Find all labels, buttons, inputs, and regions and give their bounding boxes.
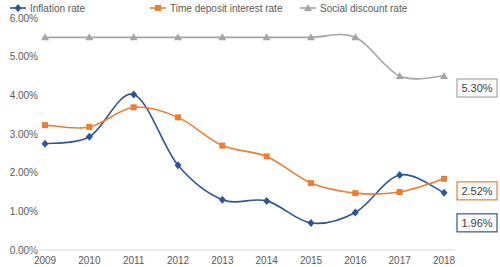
point-marker — [131, 104, 137, 110]
point-marker — [440, 72, 448, 79]
point-marker — [397, 189, 403, 195]
annotation-box — [457, 79, 497, 97]
point-marker — [86, 124, 92, 130]
point-marker — [263, 197, 270, 205]
legend-label: Social discount rate — [320, 3, 408, 14]
y-tick-label: 6.00% — [10, 13, 38, 24]
point-marker — [86, 133, 93, 141]
point-marker — [85, 33, 93, 40]
x-tick-label: 2015 — [300, 255, 323, 266]
point-marker — [41, 33, 49, 40]
x-tick-label: 2018 — [433, 255, 456, 266]
point-marker — [441, 189, 448, 197]
legend-marker — [304, 4, 312, 11]
y-tick-label: 4.00% — [10, 90, 38, 101]
annotation-text: 1.96% — [461, 217, 492, 229]
series-line — [45, 34, 444, 78]
series-line — [45, 107, 444, 194]
series-line — [45, 94, 444, 223]
x-tick-label: 2017 — [389, 255, 412, 266]
point-marker — [308, 219, 315, 227]
annotation-box — [457, 182, 497, 200]
legend-marker — [15, 4, 22, 12]
legend-label: Time deposit interest rate — [170, 3, 283, 14]
legend-label: Inflation rate — [30, 3, 85, 14]
plot-area — [41, 33, 448, 227]
point-marker — [264, 153, 270, 159]
x-tick-label: 2010 — [78, 255, 101, 266]
point-marker — [174, 33, 182, 40]
point-marker — [396, 171, 403, 179]
point-marker — [441, 176, 447, 182]
point-marker — [42, 140, 49, 148]
point-marker — [219, 196, 226, 204]
point-marker — [352, 190, 358, 196]
point-marker — [263, 33, 271, 40]
point-marker — [175, 161, 182, 169]
legend-marker — [155, 5, 161, 11]
y-tick-label: 2.00% — [10, 167, 38, 178]
point-marker — [175, 114, 181, 120]
point-marker — [42, 122, 48, 128]
annotation-text: 5.30% — [461, 82, 492, 94]
x-tick-label: 2014 — [256, 255, 279, 266]
point-marker — [352, 208, 359, 216]
point-marker — [351, 33, 359, 40]
x-tick-label: 2012 — [167, 255, 190, 266]
chart: 0.00%1.00%2.00%3.00%4.00%5.00%6.00%20092… — [0, 0, 500, 267]
point-marker — [307, 33, 315, 40]
point-marker — [219, 143, 225, 149]
x-tick-label: 2009 — [34, 255, 57, 266]
point-marker — [130, 91, 137, 99]
point-marker — [218, 33, 226, 40]
point-marker — [130, 33, 138, 40]
point-marker — [308, 180, 314, 186]
point-marker — [396, 72, 404, 79]
y-tick-label: 3.00% — [10, 129, 38, 140]
x-tick-label: 2013 — [211, 255, 234, 266]
x-axis-line — [25, 250, 455, 251]
x-tick-label: 2016 — [344, 255, 367, 266]
y-tick-label: 1.00% — [10, 206, 38, 217]
annotation-text: 2.52% — [461, 185, 492, 197]
annotation-box — [457, 214, 497, 232]
y-tick-label: 5.00% — [10, 51, 38, 62]
x-tick-label: 2011 — [123, 255, 145, 266]
